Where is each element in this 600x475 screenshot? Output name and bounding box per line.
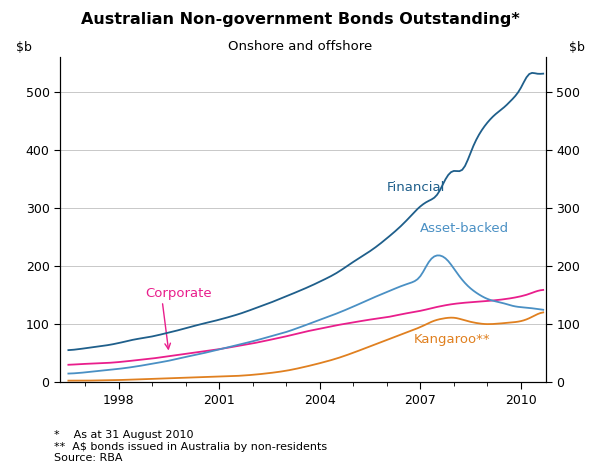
Text: *    As at 31 August 2010
**  A$ bonds issued in Australia by non-residents
Sour: * As at 31 August 2010 ** A$ bonds issue… xyxy=(54,430,327,463)
Text: Corporate: Corporate xyxy=(145,287,212,300)
Text: Onshore and offshore: Onshore and offshore xyxy=(228,40,372,53)
Text: $b: $b xyxy=(569,41,585,54)
Text: Australian Non-government Bonds Outstanding*: Australian Non-government Bonds Outstand… xyxy=(80,12,520,27)
Text: Kangaroo**: Kangaroo** xyxy=(413,333,490,346)
Text: Financial: Financial xyxy=(387,180,445,194)
Text: $b: $b xyxy=(16,41,32,54)
Text: Asset-backed: Asset-backed xyxy=(421,222,509,236)
